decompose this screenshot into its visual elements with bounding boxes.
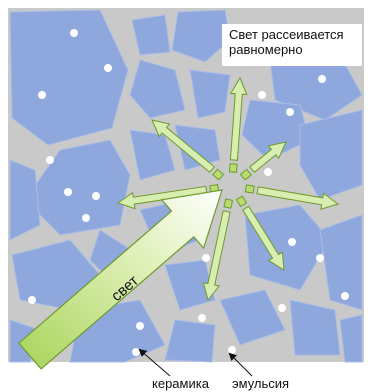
grain — [171, 9, 231, 63]
scattered-ray — [151, 119, 215, 173]
scattered-rays — [116, 76, 340, 302]
emulsion-dot — [136, 322, 144, 330]
grain — [131, 14, 171, 56]
caption-box — [222, 24, 362, 66]
emulsion-dot — [288, 238, 296, 246]
emulsion-dot — [46, 156, 54, 164]
emulsion-dot — [264, 168, 272, 176]
emulsion-dot — [64, 188, 72, 196]
label: керамика — [152, 376, 210, 391]
grain — [319, 214, 363, 311]
ray-dash — [212, 168, 225, 181]
emulsion-dot — [202, 254, 210, 262]
emulsion-dot — [92, 192, 100, 200]
ray-dash — [239, 168, 253, 181]
ray-dash — [228, 163, 238, 173]
scattered-ray — [116, 185, 208, 210]
ray-dash — [235, 195, 248, 208]
emulsion-dot — [132, 348, 140, 356]
grain — [299, 109, 363, 201]
emulsion-dot — [258, 91, 266, 99]
grain — [241, 99, 311, 161]
grain — [189, 69, 231, 119]
emulsion-dot — [318, 75, 326, 83]
grain — [164, 259, 216, 311]
caption-line: равномерно — [229, 42, 303, 57]
emulsion-dot — [286, 108, 294, 116]
emulsion-dot — [82, 214, 90, 222]
grain — [244, 204, 331, 291]
grain — [289, 299, 341, 356]
grain — [219, 289, 286, 346]
emulsion-dot — [228, 346, 236, 354]
scattered-ray — [202, 210, 231, 302]
ray-dash — [244, 184, 255, 194]
pointer — [228, 352, 253, 377]
scattered-ray — [229, 76, 248, 161]
emulsion-dot — [28, 296, 36, 304]
scattered-ray — [242, 205, 285, 271]
grain — [9, 9, 129, 146]
label: эмульсия — [232, 376, 289, 391]
emulsion-dot — [278, 304, 286, 312]
grain — [9, 159, 41, 241]
grain — [339, 314, 363, 363]
scattered-ray — [256, 186, 340, 210]
grain — [129, 129, 176, 181]
pointer — [138, 348, 171, 377]
emulsion-dot — [341, 292, 349, 300]
grain — [164, 319, 216, 363]
ray-dash — [223, 198, 234, 209]
emulsion-dot — [316, 254, 324, 262]
grain — [129, 59, 186, 119]
emulsion-dot — [198, 314, 206, 322]
incident-light-arrow — [18, 189, 223, 370]
emulsion-dot — [70, 29, 78, 37]
caption-line: Свет рассеивается — [229, 27, 344, 42]
emulsion-dot — [104, 64, 112, 72]
grain — [174, 124, 221, 171]
emulsion-dot — [38, 91, 46, 99]
scattered-ray — [249, 141, 287, 174]
grains — [9, 9, 363, 363]
